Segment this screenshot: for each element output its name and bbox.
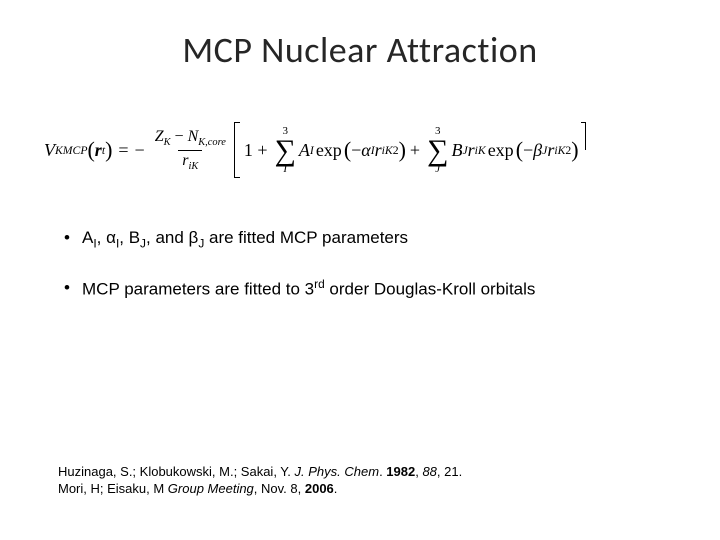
eq-r2: r	[468, 140, 475, 161]
ref1-authors: Huzinaga, S.; Klobukowski, M.; Sakai, Y.	[58, 464, 295, 479]
eq-lparen1: (	[87, 137, 94, 163]
bullet-list: AI, αI, BJ, and βJ are fitted MCP parame…	[64, 226, 680, 302]
ref-line-1: Huzinaga, S.; Klobukowski, M.; Sakai, Y.…	[58, 463, 462, 481]
eq-lhs-K: K	[55, 144, 63, 157]
eq-fraction: ZK − NK,core riK	[151, 128, 230, 172]
b2-t2: order Douglas-Kroll orbitals	[325, 280, 536, 299]
b2-t1: MCP parameters are fitted to 3	[82, 280, 314, 299]
slide-title: MCP Nuclear Attraction	[40, 28, 680, 72]
ref2-aj: , Nov. 8,	[254, 481, 305, 496]
sigma-icon-2: ∑	[427, 137, 448, 164]
eq-alpha: α	[361, 140, 370, 161]
eq-r1iK: iK	[382, 144, 393, 157]
slide-container: MCP Nuclear Attraction VKMCP (rt) = − ZK…	[0, 0, 720, 540]
eq-rbracket-partial	[581, 122, 586, 150]
eq-neg1: −	[351, 140, 361, 161]
eq-Z: Z	[155, 128, 164, 145]
ref2-authors: Mori, H; Eisaku, M	[58, 481, 168, 496]
eq-oneplus: 1 +	[244, 140, 268, 161]
eq-exp2: exp	[488, 140, 514, 161]
eq-num-minus: −	[171, 128, 188, 145]
eq-rp2: )	[399, 137, 406, 163]
eq-B: B	[451, 140, 462, 161]
eq-neg2: −	[523, 140, 533, 161]
equation: VKMCP (rt) = − ZK − NK,core riK 1 + 3 ∑ …	[44, 122, 680, 178]
ref1-vol: 88	[422, 464, 436, 479]
b2-sup: rd	[314, 277, 325, 291]
b1-c3: , and β	[146, 228, 198, 247]
eq-lhs-V: V	[44, 140, 55, 161]
eq-AI: I	[310, 144, 314, 157]
sigma-icon: ∑	[275, 137, 296, 164]
eq-r3iK: iK	[554, 144, 565, 157]
bullet-1: AI, αI, BJ, and βJ are fitted MCP parame…	[64, 226, 680, 252]
eq-sum2: 3 ∑ J	[427, 126, 448, 175]
ref-line-2: Mori, H; Eisaku, M Group Meeting, Nov. 8…	[58, 480, 462, 498]
eq-frac-den: riK	[178, 150, 202, 173]
b1-post: are fitted MCP parameters	[204, 228, 408, 247]
eq-plus: +	[410, 140, 420, 161]
ref2-end: .	[334, 481, 338, 496]
eq-equals: =	[118, 140, 128, 161]
eq-r1: r	[375, 140, 382, 161]
ref1-c2: , 21.	[437, 464, 462, 479]
eq-lp3: (	[516, 137, 523, 163]
eq-r2iK: iK	[475, 144, 486, 157]
ref2-journal: Group Meeting	[168, 481, 254, 496]
eq-lbracket	[234, 122, 240, 178]
eq-N: N	[188, 128, 199, 145]
eq-Kcore: K,core	[198, 137, 226, 148]
eq-minus: −	[135, 140, 145, 161]
eq-r3: r	[547, 140, 554, 161]
ref1-year: 1982	[386, 464, 415, 479]
eq-A: A	[299, 140, 310, 161]
eq-rp3: )	[571, 137, 578, 163]
eq-sum1: 3 ∑ I	[275, 126, 296, 175]
eq-beta: β	[533, 140, 542, 161]
eq-exp1: exp	[316, 140, 342, 161]
b1-c1: , α	[97, 228, 116, 247]
eq-lp2: (	[344, 137, 351, 163]
eq-frac-num: ZK − NK,core	[151, 128, 230, 150]
eq-rparen1: )	[105, 137, 112, 163]
references: Huzinaga, S.; Klobukowski, M.; Sakai, Y.…	[58, 463, 462, 498]
b1-c2: , B	[119, 228, 140, 247]
ref1-journal: J. Phys. Chem	[295, 464, 380, 479]
bullet-2: MCP parameters are fitted to 3rd order D…	[64, 276, 680, 301]
eq-lhs-sup: MCP	[63, 144, 88, 157]
eq-ZK: K	[164, 137, 171, 148]
ref2-year: 2006	[305, 481, 334, 496]
eq-sum2-lower: J	[435, 164, 440, 175]
b1-A: A	[82, 228, 93, 247]
eq-r: r	[95, 140, 102, 161]
eq-sum1-lower: I	[283, 164, 287, 175]
eq-rden-iK: iK	[188, 161, 198, 172]
